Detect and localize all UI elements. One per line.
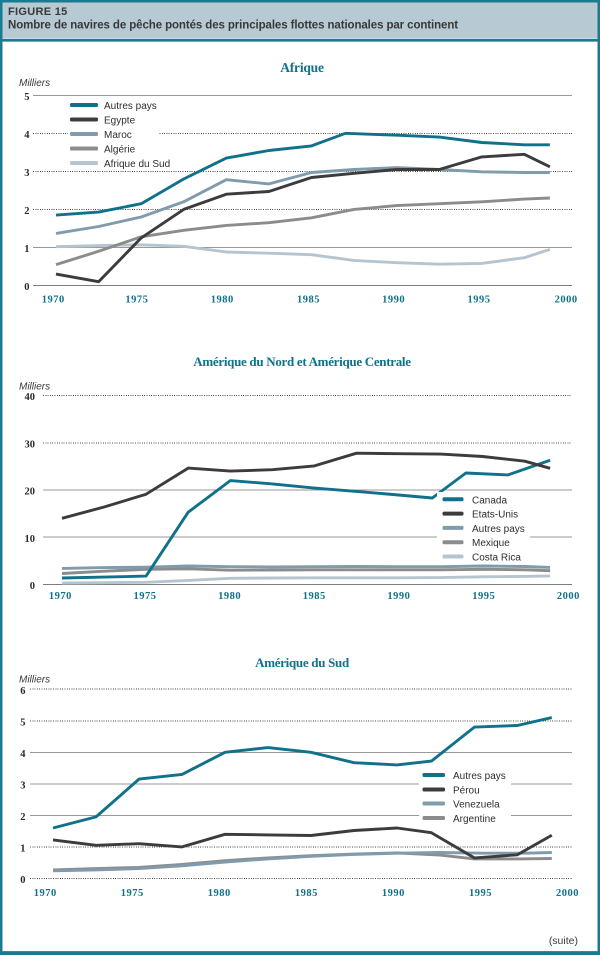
svg-text:(suite): (suite) [549,935,578,947]
svg-text:0: 0 [20,875,25,886]
svg-text:Milliers: Milliers [19,78,50,89]
svg-text:1975: 1975 [125,295,148,306]
svg-text:1970: 1970 [49,591,72,602]
svg-text:4: 4 [20,749,26,760]
svg-text:4: 4 [24,130,30,141]
svg-text:0: 0 [30,581,35,592]
svg-text:1985: 1985 [295,888,318,899]
svg-text:30: 30 [25,439,36,450]
svg-text:1995: 1995 [468,295,491,306]
svg-text:3: 3 [20,780,25,791]
svg-text:FIGURE 15: FIGURE 15 [8,6,68,18]
svg-text:2: 2 [20,812,25,823]
svg-text:1970: 1970 [42,295,65,306]
svg-text:1985: 1985 [297,295,320,306]
svg-text:2000: 2000 [555,295,578,306]
svg-text:Amérique du Nord et Amérique C: Amérique du Nord et Amérique Centrale [193,354,411,369]
svg-text:2000: 2000 [557,591,580,602]
svg-text:2: 2 [24,206,29,217]
svg-text:Canada: Canada [472,495,507,506]
svg-text:Autres pays: Autres pays [472,524,525,535]
svg-text:1985: 1985 [303,591,326,602]
svg-text:5: 5 [20,717,25,728]
svg-text:40: 40 [25,392,36,403]
svg-text:1990: 1990 [382,295,405,306]
svg-text:1980: 1980 [208,888,231,899]
svg-text:Venezuela: Venezuela [453,800,500,811]
svg-text:1995: 1995 [469,888,492,899]
svg-text:1: 1 [24,244,29,255]
svg-text:Mexique: Mexique [472,538,510,549]
svg-text:Autres pays: Autres pays [104,101,157,112]
svg-text:Afrique: Afrique [280,60,324,75]
svg-text:Maroc: Maroc [104,130,132,141]
svg-text:Etats-Unis: Etats-Unis [472,510,518,521]
svg-text:20: 20 [25,487,36,498]
svg-text:Milliers: Milliers [19,382,50,393]
svg-text:10: 10 [25,534,36,545]
svg-text:Argentine: Argentine [453,814,496,825]
svg-text:Egypte: Egypte [104,116,136,127]
svg-text:Pérou: Pérou [453,786,480,797]
svg-text:1970: 1970 [34,888,57,899]
svg-text:0: 0 [24,282,29,293]
svg-text:1: 1 [20,844,25,855]
svg-text:Amérique du Sud: Amérique du Sud [255,655,350,670]
svg-text:Nombre de navires de pêche pon: Nombre de navires de pêche pontés des pr… [8,20,458,32]
svg-text:1980: 1980 [218,591,241,602]
svg-text:Afrique du Sud: Afrique du Sud [104,159,170,170]
svg-text:2000: 2000 [556,888,579,899]
svg-text:Costa Rica: Costa Rica [472,553,521,564]
svg-text:Autres pays: Autres pays [453,771,506,782]
svg-text:Milliers: Milliers [19,675,50,686]
svg-text:Algérie: Algérie [104,145,136,156]
svg-text:5: 5 [24,92,29,103]
svg-text:1990: 1990 [387,591,410,602]
svg-text:1995: 1995 [472,591,495,602]
svg-text:1980: 1980 [211,295,234,306]
svg-text:1990: 1990 [382,888,405,899]
svg-text:1975: 1975 [134,591,157,602]
svg-text:6: 6 [20,686,25,697]
svg-text:1975: 1975 [121,888,144,899]
svg-text:3: 3 [24,168,29,179]
